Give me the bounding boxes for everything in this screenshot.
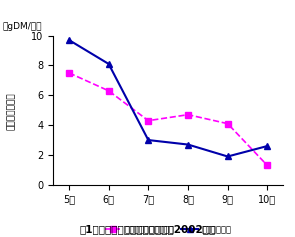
Line: 水田跡区平均: 水田跡区平均 [65,36,271,160]
野菜畑・樹園地跡平均 [147,119,150,122]
Line: 野菜畑・樹園地跡平均: 野菜畑・樹園地跡平均 [66,70,270,168]
野菜畑・樹園地跡平均 [266,164,269,167]
水田跡区平均 [226,155,230,158]
Text: （gDM/㎡）: （gDM/㎡） [3,22,42,31]
水田跡区平均 [186,143,190,146]
Legend: 野菜畑・樹園地跡平均, 水田跡区平均: 野菜畑・樹園地跡平均, 水田跡区平均 [101,222,235,237]
野菜畑・樹園地跡平均 [226,122,230,125]
Text: 乾物重増加速度: 乾物重増加速度 [7,93,16,130]
野菜畑・樹園地跡平均 [107,89,110,92]
水田跡区平均 [67,39,71,41]
Text: 図1　日乾物重増加速度の推移（2002年）: 図1 日乾物重増加速度の推移（2002年） [79,225,216,235]
水田跡区平均 [266,145,269,147]
野菜畑・樹園地跡平均 [186,113,190,116]
水田跡区平均 [147,139,150,141]
水田跡区平均 [107,63,110,65]
野菜畑・樹園地跡平均 [67,72,71,74]
